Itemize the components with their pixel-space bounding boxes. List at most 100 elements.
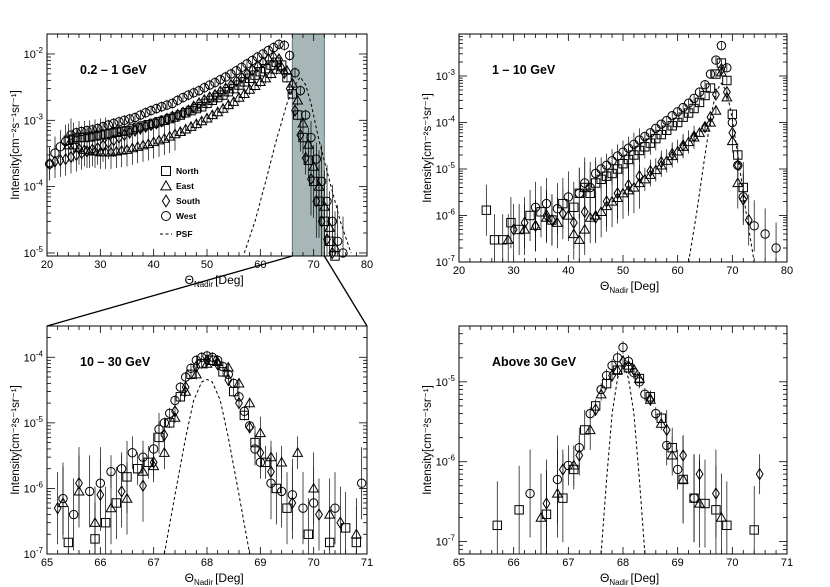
data-point-east — [275, 456, 288, 467]
data-point-north — [667, 121, 677, 131]
data-point-north — [175, 392, 186, 402]
x-axis-label-unit: [Deg] — [631, 279, 660, 293]
data-point-west — [204, 80, 215, 90]
panel-title: 1 – 10 GeV — [492, 63, 556, 77]
data-point-north — [506, 218, 516, 228]
data-point-north — [749, 525, 759, 535]
plot-frame — [46, 325, 368, 555]
data-point-east — [222, 361, 235, 372]
legend-label-south: South — [176, 196, 200, 206]
data-point-south — [624, 178, 633, 192]
data-point-west — [84, 486, 95, 497]
zoom-connector-right — [323, 255, 368, 327]
data-point-west — [760, 229, 770, 239]
data-point-south — [575, 448, 584, 462]
x-tick-label: 40 — [562, 265, 574, 277]
plot-frame — [458, 33, 788, 263]
data-point-east — [243, 83, 256, 94]
data-point-west — [298, 503, 308, 513]
data-point-east — [302, 138, 315, 149]
data-point-east — [206, 109, 219, 120]
data-point-east — [584, 424, 596, 435]
data-point-east — [163, 130, 176, 141]
data-point-west — [683, 98, 694, 108]
data-point-east — [169, 411, 181, 422]
y-axis-label: Intensity[cm⁻²s⁻¹sr⁻¹] — [422, 93, 434, 203]
data-point-west — [178, 92, 188, 103]
x-tick-label: 68 — [617, 557, 629, 569]
data-point-south — [711, 88, 720, 101]
data-point-east — [323, 508, 336, 519]
data-point-west — [541, 198, 552, 209]
data-point-west — [82, 125, 92, 136]
data-point-south — [591, 403, 600, 416]
data-point-east — [693, 497, 706, 508]
x-tick-label: 80 — [781, 265, 793, 277]
data-point-west — [634, 135, 645, 145]
x-tick-label: 71 — [361, 557, 373, 569]
y-tick-exponent: -5 — [448, 161, 456, 170]
data-point-east — [201, 357, 213, 368]
data-point-west — [689, 493, 699, 503]
x-tick-label: 20 — [453, 265, 465, 277]
data-point-east — [275, 61, 288, 72]
data-point-south — [728, 126, 737, 140]
data-point-north — [481, 205, 492, 215]
y-tick-exponent: -4 — [36, 349, 44, 358]
x-tick-label: 68 — [201, 557, 213, 569]
data-point-west — [164, 408, 175, 418]
data-point-north — [498, 235, 508, 245]
data-point-east — [313, 180, 325, 191]
data-point-north — [239, 77, 250, 87]
data-point-east — [732, 177, 744, 188]
data-point-west — [700, 79, 710, 90]
data-point-south — [509, 223, 518, 236]
data-point-east — [211, 106, 224, 117]
series-west — [58, 350, 367, 551]
x-tick-label: 60 — [672, 265, 684, 277]
data-point-east — [57, 497, 69, 508]
data-point-east — [350, 528, 363, 539]
y-tick-label: 10-3 — [436, 68, 456, 83]
x-tick-label: 30 — [508, 265, 520, 277]
data-point-east — [611, 364, 624, 375]
series-east — [535, 359, 728, 554]
data-point-south — [679, 139, 688, 152]
data-point-south — [312, 194, 321, 208]
data-point-west — [124, 114, 135, 124]
data-point-south — [184, 104, 193, 118]
y-tick-label: 10-5 — [24, 245, 44, 260]
data-point-east — [147, 460, 160, 471]
data-point-west — [574, 188, 584, 199]
legend-marker-north — [161, 166, 171, 176]
x-tick-label: 67 — [148, 557, 160, 569]
data-point-north — [558, 493, 568, 503]
data-point-west — [330, 503, 340, 513]
data-point-west — [76, 126, 87, 137]
x-axis-label: ΘNadir [Deg] — [600, 571, 659, 587]
data-point-north — [260, 457, 271, 468]
y-axis-label: Intensity[cm⁻²s⁻¹sr⁻¹] — [10, 385, 22, 495]
y-tick-label: 10-3 — [24, 112, 44, 127]
y-tick-label: 10-4 — [24, 349, 44, 364]
data-point-west — [215, 74, 226, 85]
data-point-north — [63, 537, 74, 548]
data-point-east — [297, 117, 309, 128]
data-point-west — [585, 182, 595, 193]
x-axis-label: ΘNadir [Deg] — [600, 279, 659, 295]
data-point-east — [535, 511, 547, 522]
y-tick-label: 10-5 — [436, 161, 456, 176]
data-point-east — [217, 102, 229, 113]
y-tick-label: 10-5 — [436, 374, 456, 389]
data-point-west — [525, 488, 535, 499]
data-point-east — [211, 356, 224, 367]
y-tick-exponent: -7 — [36, 546, 44, 555]
y-tick-exponent: -4 — [448, 114, 456, 123]
data-point-east — [179, 123, 192, 134]
data-point-east — [573, 233, 585, 244]
psf-curve — [688, 82, 755, 263]
data-point-east — [169, 128, 181, 139]
data-point-south — [317, 214, 326, 228]
data-point-south — [336, 516, 345, 530]
